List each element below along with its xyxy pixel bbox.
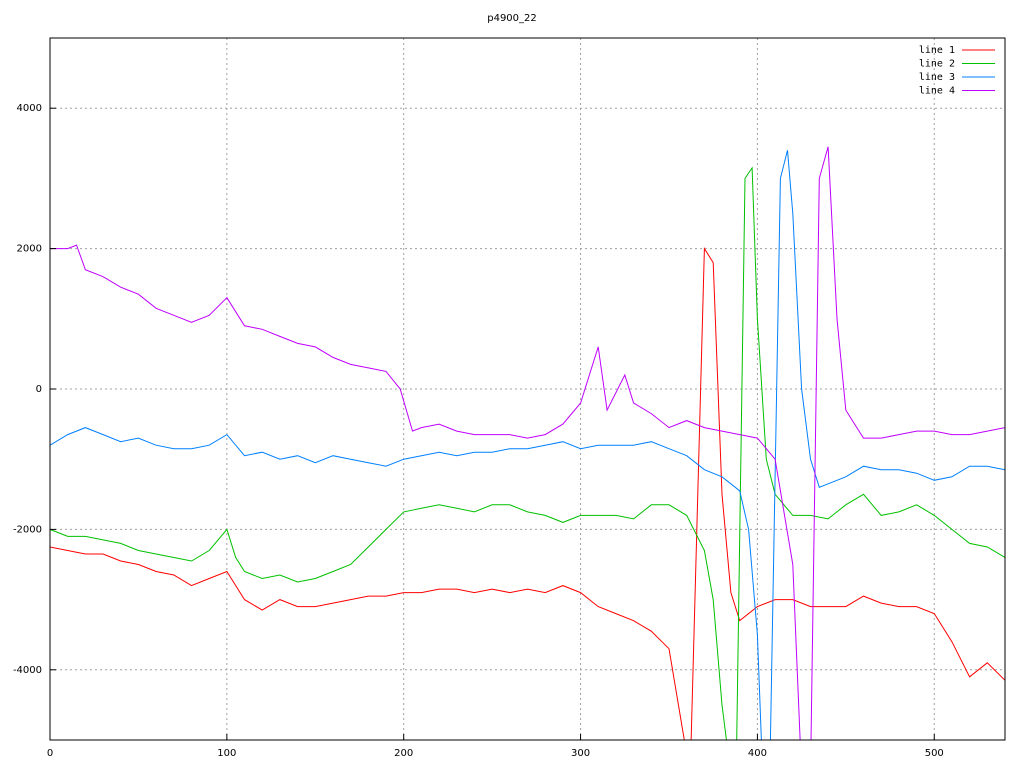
x-tick-label: 100 — [217, 748, 236, 759]
y-tick-label: -2000 — [13, 524, 42, 535]
legend-label: line 4 — [919, 86, 955, 97]
data-line — [50, 246, 1005, 740]
x-tick-label: 0 — [47, 748, 53, 759]
legend-label: line 1 — [919, 45, 955, 56]
plot-area — [50, 146, 1005, 740]
grid — [49, 38, 1005, 740]
chart-title: p4900_22 — [487, 13, 537, 24]
x-tick-label: 200 — [394, 748, 413, 759]
legend-label: line 2 — [919, 59, 955, 70]
y-tick-label: -4000 — [13, 665, 42, 676]
x-tick-label: 400 — [748, 748, 767, 759]
x-tick-label: 300 — [571, 748, 590, 759]
data-line — [50, 146, 1005, 740]
legend: line 1 line 2 line 3 line 4 — [919, 45, 995, 97]
data-line — [50, 150, 1005, 740]
data-line — [50, 166, 1005, 740]
x-tick-label: 500 — [925, 748, 944, 759]
y-tick-label: 2000 — [17, 244, 42, 255]
y-tick-label: 0 — [36, 384, 42, 395]
y-tick-label: 4000 — [17, 103, 42, 114]
legend-label: line 3 — [919, 72, 955, 83]
